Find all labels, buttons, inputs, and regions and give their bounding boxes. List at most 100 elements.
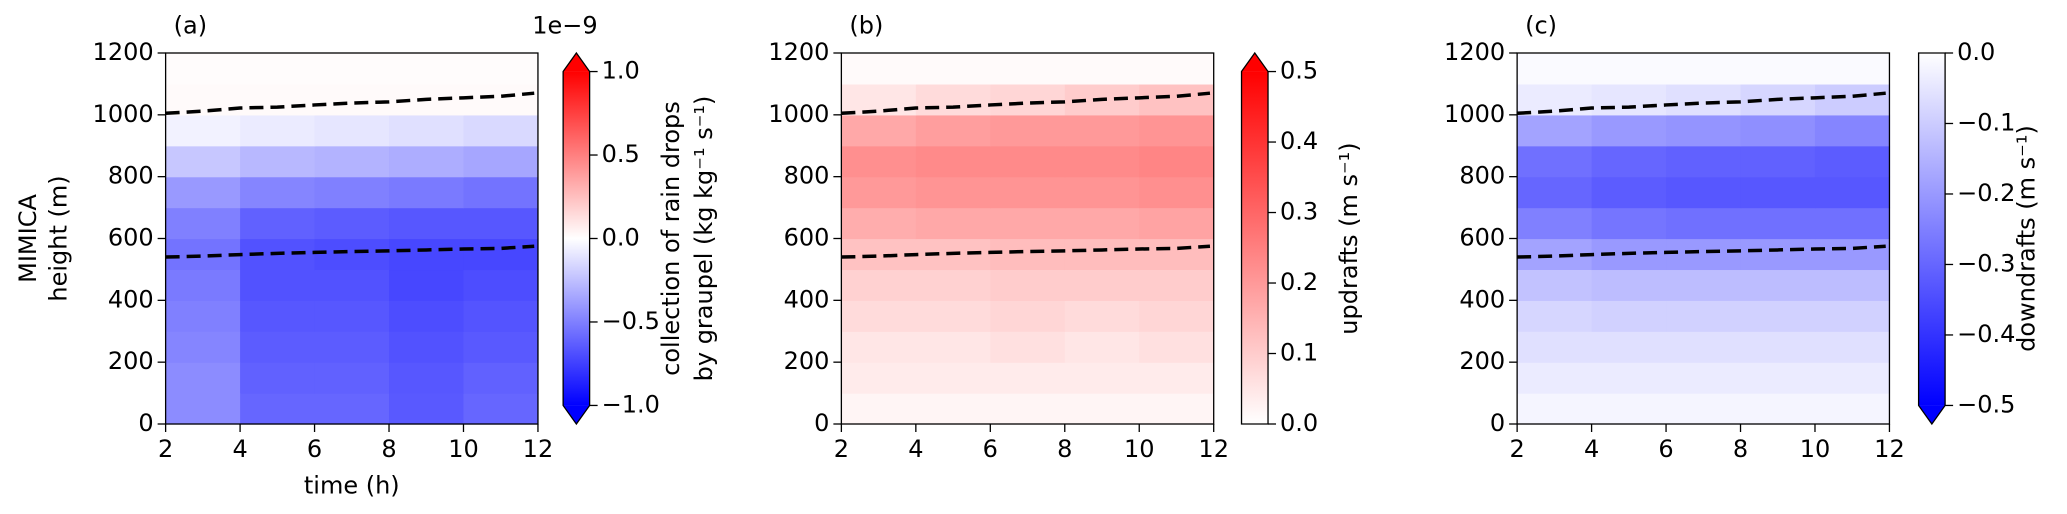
heatmap-cell — [314, 53, 390, 85]
y-tick-label: 800 — [1459, 162, 1505, 190]
heatmap-cell — [990, 300, 1066, 332]
x-tick-label: 12 — [523, 435, 554, 463]
heatmap-cell — [1591, 300, 1667, 332]
heatmap-cell — [1666, 145, 1742, 178]
heatmap-cell — [1814, 176, 1891, 209]
heatmap-cell — [240, 269, 316, 301]
heatmap-cell — [841, 269, 917, 301]
heatmap-cell — [990, 393, 1066, 425]
heatmap-cell — [463, 114, 539, 147]
heatmap-cell — [314, 83, 390, 116]
y-tick-label: 400 — [1459, 285, 1505, 313]
colorbar-tick-label: 0.5 — [1280, 57, 1318, 85]
heatmap-cell — [314, 269, 390, 301]
y-tick-label: 600 — [108, 224, 154, 252]
heatmap-cell — [1064, 238, 1140, 271]
heatmap-cell — [1517, 238, 1593, 271]
heatmap-cell — [1666, 393, 1742, 425]
y-tick-label: 200 — [108, 347, 154, 375]
heatmap-cell — [165, 300, 241, 332]
heatmap-cell — [990, 53, 1066, 85]
heatmap-cell — [1591, 269, 1667, 301]
heatmap-cell — [463, 393, 539, 425]
colorbar-tick-label: 0.0 — [602, 224, 640, 252]
y-tick-label: 400 — [108, 285, 154, 313]
heatmap-cell — [1740, 53, 1816, 85]
colorbar-label: updrafts (m s⁻¹) — [1335, 142, 1363, 334]
heatmap-cell — [314, 145, 390, 178]
heatmap-cell — [1814, 238, 1891, 271]
heatmap-cell — [1666, 207, 1742, 240]
heatmap-cell — [463, 145, 539, 178]
heatmap-cell — [1666, 269, 1742, 301]
heatmap-cell — [1591, 362, 1667, 394]
heatmap-cell — [1740, 145, 1816, 178]
colorbar-tick-label: −0.2 — [1957, 179, 2015, 207]
colorbar-offset: 1e−9 — [532, 12, 597, 40]
colorbar-outline — [1917, 52, 1946, 426]
colorbar-tick-label: 0.2 — [1280, 268, 1318, 296]
x-tick-label: 10 — [448, 435, 479, 463]
heatmap-cell — [463, 83, 539, 116]
y-tick-label: 200 — [784, 347, 830, 375]
heatmap-cell — [165, 331, 241, 363]
heatmap-cell — [389, 176, 465, 209]
heatmap-cell — [1666, 300, 1742, 332]
heatmap-cell — [314, 207, 390, 240]
colorbar-tick-label: 0.1 — [1280, 339, 1318, 367]
x-tick-label: 10 — [1800, 435, 1831, 463]
heatmap-cell — [463, 331, 539, 363]
x-axis-label: time (h) — [304, 471, 400, 499]
heatmap-cell — [1740, 176, 1816, 209]
heatmap-cell — [1139, 238, 1215, 271]
heatmap-cell — [1814, 362, 1891, 394]
heatmap-cell — [1517, 176, 1593, 209]
heatmap-cell — [915, 331, 991, 363]
heatmap-cell — [1814, 114, 1891, 147]
heatmap-cell — [389, 362, 465, 394]
heatmap-cell — [915, 114, 991, 147]
heatmap-cell — [165, 83, 241, 116]
heatmap-cell — [841, 176, 917, 209]
y-tick-label: 1000 — [93, 100, 154, 128]
colorbar-extend-max — [563, 53, 590, 72]
heatmap-cell — [915, 300, 991, 332]
colorbar-tick-label: −0.5 — [602, 307, 660, 335]
y-tick-label: 200 — [1459, 347, 1505, 375]
heatmap-cell — [314, 114, 390, 147]
y-tick-label: 800 — [108, 162, 154, 190]
colorbar-extend-min — [563, 405, 590, 424]
heatmap-cell — [240, 207, 316, 240]
heatmap-cell — [1814, 300, 1891, 332]
heatmap-cell — [1064, 207, 1140, 240]
heatmap-cell — [1740, 362, 1816, 394]
heatmap-cell — [1064, 53, 1140, 85]
heatmap-cell — [841, 300, 917, 332]
heatmap-cell — [1814, 393, 1891, 425]
heatmap-cell — [841, 207, 917, 240]
heatmap-cell — [240, 83, 316, 116]
heatmap-cell — [1740, 269, 1816, 301]
heatmap-cell — [1139, 53, 1215, 85]
colorbar-tick-label: −0.4 — [1957, 320, 2015, 348]
x-tick-label: 12 — [1198, 435, 1229, 463]
heatmap-cell — [915, 83, 991, 116]
heatmap-cell — [1666, 53, 1742, 85]
colorbar — [1241, 71, 1269, 425]
heatmap-cell — [990, 238, 1066, 271]
heatmap-cell — [389, 53, 465, 85]
heatmap-cell — [1666, 362, 1742, 394]
heatmap-cell — [915, 176, 991, 209]
heatmap-cell — [165, 145, 241, 178]
heatmap-cell — [165, 269, 241, 301]
heatmap-cell — [1666, 331, 1742, 363]
colorbar-label: downdrafts (m s⁻¹) — [2012, 125, 2040, 352]
y-tick-label: 1200 — [768, 38, 829, 66]
heatmap-cell — [240, 176, 316, 209]
y-tick-label: 0 — [1490, 409, 1505, 437]
heatmap-cell — [165, 362, 241, 394]
heatmap-cell — [1517, 83, 1593, 116]
y-tick-label: 800 — [784, 162, 830, 190]
